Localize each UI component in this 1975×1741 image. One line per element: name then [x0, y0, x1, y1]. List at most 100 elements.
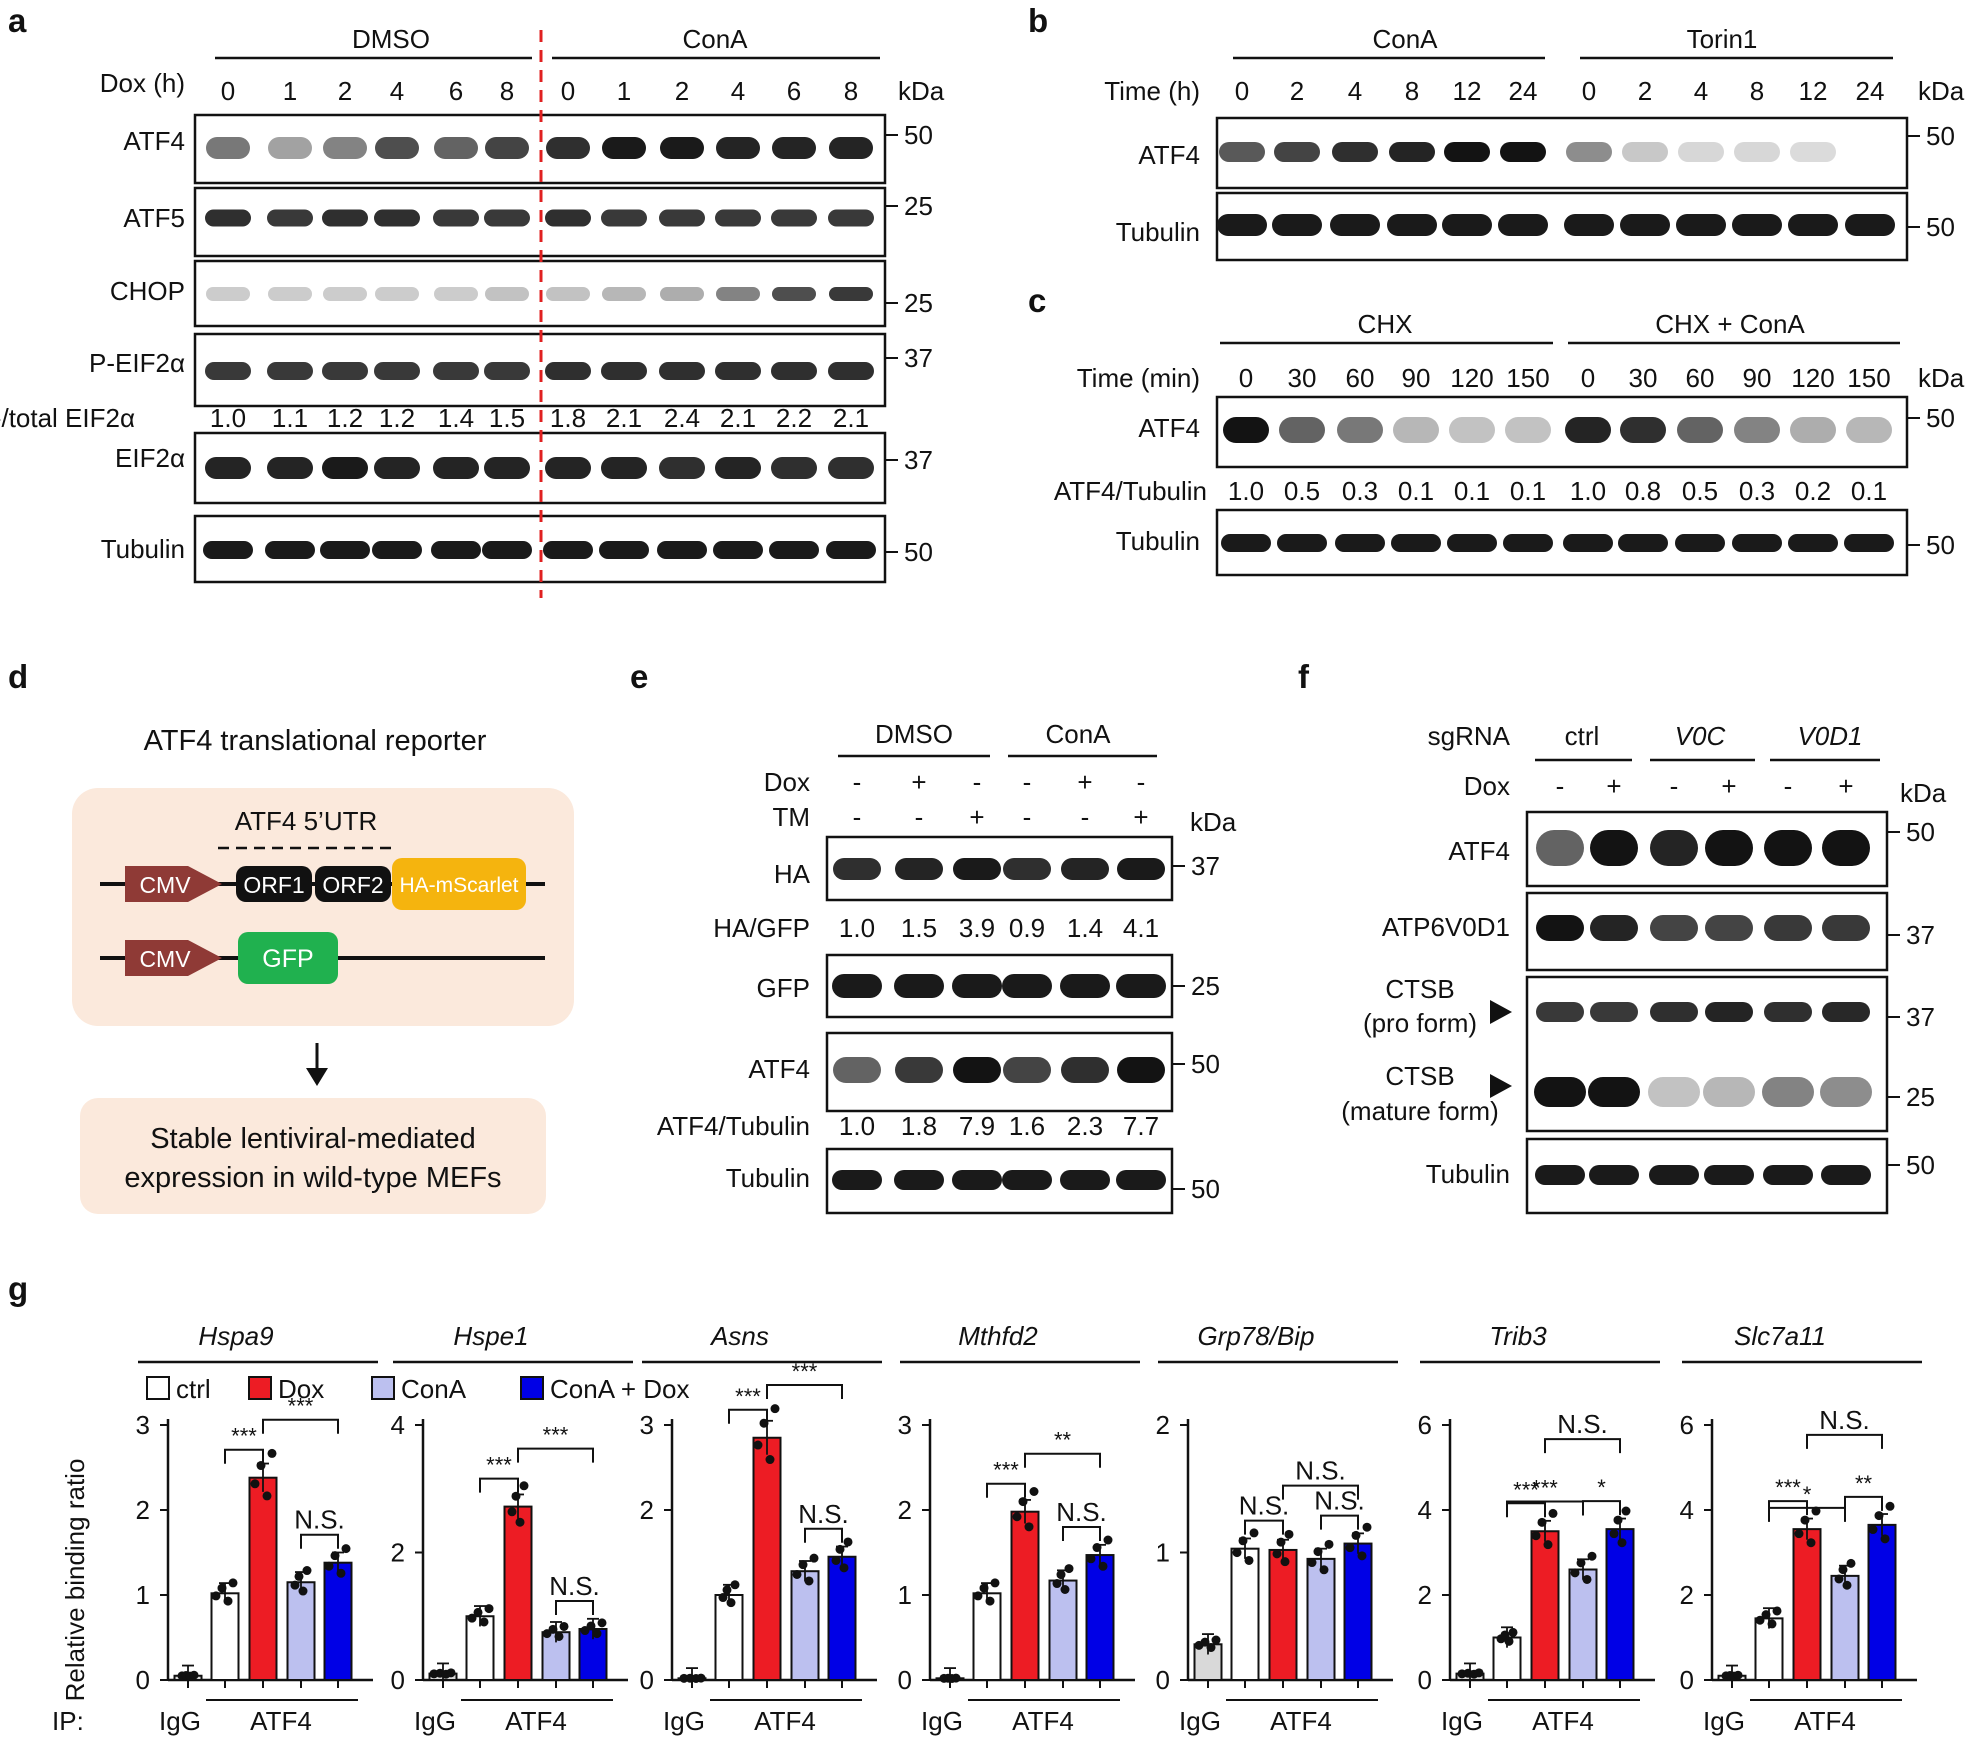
- data-point: [1610, 1529, 1619, 1538]
- blot-band: [375, 137, 419, 159]
- blot-band: [482, 541, 532, 559]
- dox-sign: +: [1721, 771, 1736, 801]
- gfp-label: GFP: [262, 945, 313, 973]
- data-point: [598, 1618, 607, 1627]
- bar-dox: [1270, 1550, 1297, 1680]
- ratio-value: 2.2: [776, 403, 812, 433]
- blot-band: [322, 210, 368, 227]
- treatment-sign: +: [911, 767, 926, 797]
- blot-band: [484, 457, 530, 479]
- blot-band: [545, 457, 591, 479]
- blot-band: [715, 362, 761, 380]
- y-axis-label: Relative binding ratio: [60, 1459, 90, 1702]
- ratio-values: 1.0 0.5 0.3 0.1 0.1 0.1 1.0 0.8 0.5 0.3 0.2 0.1: [1228, 476, 1887, 506]
- y-tick-label: 0: [136, 1665, 150, 1695]
- data-point: [229, 1578, 238, 1587]
- data-point: [263, 1491, 272, 1500]
- data-point: [810, 1554, 819, 1563]
- data-point: [754, 1441, 763, 1450]
- time-label: 4: [731, 76, 745, 106]
- time-label: 30: [1629, 363, 1658, 393]
- blot-band: [1764, 915, 1812, 941]
- significance-bracket: [518, 1449, 593, 1463]
- ha-mscarlet-label: HA-mScarlet: [399, 874, 518, 897]
- data-point: [952, 1674, 961, 1683]
- blot-band: [320, 541, 370, 559]
- data-point: [1532, 1531, 1541, 1540]
- blot-band: [833, 858, 881, 880]
- panel-d: d ATF4 translational reporter ATF4 5’UTR…: [8, 658, 574, 1214]
- ratio-label: P-/total EIF2α: [0, 403, 135, 433]
- marker-ctsb-mature: 25: [1906, 1082, 1935, 1112]
- bar-dox: [1532, 1531, 1559, 1680]
- ratio-value: 4.1: [1123, 913, 1159, 943]
- blot-band: [1704, 1165, 1754, 1185]
- gene-title: Mthfd2: [958, 1321, 1038, 1351]
- bottom-text-line2: expression in wild-type MEFs: [124, 1162, 501, 1194]
- blot-band: [484, 210, 530, 227]
- group-label-chx: CHX: [1358, 309, 1413, 339]
- blot-band: [431, 541, 481, 559]
- data-point: [1622, 1507, 1631, 1516]
- data-point: [520, 1481, 529, 1490]
- bar-cona: [792, 1571, 819, 1680]
- data-point: [1773, 1606, 1782, 1615]
- marker-tubulin: 50: [1926, 530, 1955, 560]
- significance-bracket: [263, 1420, 338, 1434]
- blot-band: [267, 210, 313, 227]
- significance-label: ***: [231, 1424, 257, 1449]
- data-point: [771, 1404, 780, 1413]
- blot-band: [826, 541, 876, 559]
- dox-sign: +: [1838, 771, 1853, 801]
- blot-band: [1821, 1165, 1871, 1185]
- marker-gfp: 25: [1191, 971, 1220, 1001]
- kda-label: kDa: [1900, 778, 1947, 808]
- significance-label: **: [1855, 1471, 1873, 1496]
- data-point: [836, 1545, 845, 1554]
- significance-bracket: [301, 1535, 338, 1549]
- blot-band: [1822, 830, 1870, 866]
- significance-bracket: [1025, 1454, 1100, 1468]
- y-tick-label: 2: [1156, 1410, 1170, 1440]
- cmv-label: CMV: [139, 946, 191, 972]
- blot-band: [660, 287, 704, 301]
- group-label-torin1: Torin1: [1687, 24, 1758, 54]
- significance-bracket: [987, 1484, 1025, 1498]
- blot-band: [769, 541, 819, 559]
- time-label: 150: [1506, 363, 1549, 393]
- y-tick-label: 2: [391, 1538, 405, 1568]
- data-point: [1346, 1543, 1355, 1552]
- blot-band: [1678, 142, 1724, 162]
- blot-band: [1620, 417, 1666, 443]
- data-point: [1212, 1636, 1221, 1645]
- y-tick-label: 2: [1418, 1580, 1432, 1610]
- data-point: [1314, 1547, 1323, 1556]
- blot-band: [832, 1170, 882, 1190]
- significance-label: N.S.: [1239, 1491, 1290, 1521]
- significance-label: N.S.: [798, 1499, 849, 1529]
- panel-c: c CHX CHX + ConA Time (min) 0 30 60 90 120 15…: [1028, 282, 1965, 575]
- time-label: 4: [390, 76, 404, 106]
- data-point: [1030, 1487, 1039, 1496]
- time-label: 4: [1694, 76, 1708, 106]
- ratio-value: 1.2: [327, 403, 363, 433]
- y-tick-label: 3: [898, 1410, 912, 1440]
- data-point: [1207, 1643, 1216, 1652]
- y-tick-label: 1: [1156, 1538, 1170, 1568]
- data-point: [727, 1598, 736, 1607]
- data-point: [1320, 1565, 1329, 1574]
- data-point: [474, 1608, 483, 1617]
- group-label-v0c: V0C: [1675, 721, 1726, 751]
- ratio-value: 1.1: [272, 403, 308, 433]
- bar-cona: [1308, 1559, 1335, 1680]
- significance-label: ***: [735, 1384, 761, 1409]
- time-label: 2: [338, 76, 352, 106]
- arrowhead-mature-icon: [1490, 1074, 1512, 1098]
- blot-band: [1622, 142, 1668, 162]
- marker-tubulin: 50: [1906, 1150, 1935, 1180]
- blot-band: [716, 137, 760, 159]
- time-label: 8: [1405, 76, 1419, 106]
- blot-band: [1536, 1002, 1584, 1022]
- blot-label-atf4: ATF4: [1138, 413, 1200, 443]
